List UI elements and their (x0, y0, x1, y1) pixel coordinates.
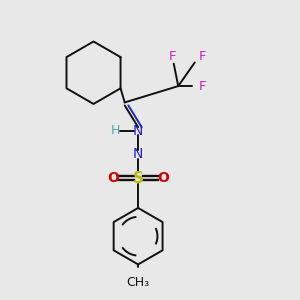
Text: H: H (111, 124, 121, 137)
Text: O: O (107, 171, 119, 185)
Text: CH₃: CH₃ (127, 276, 150, 289)
Text: N: N (133, 148, 143, 161)
Text: O: O (158, 171, 169, 185)
Text: F: F (169, 50, 176, 63)
Text: F: F (199, 80, 206, 93)
Text: S: S (133, 171, 144, 186)
Text: F: F (199, 50, 206, 63)
Text: N: N (133, 124, 143, 138)
